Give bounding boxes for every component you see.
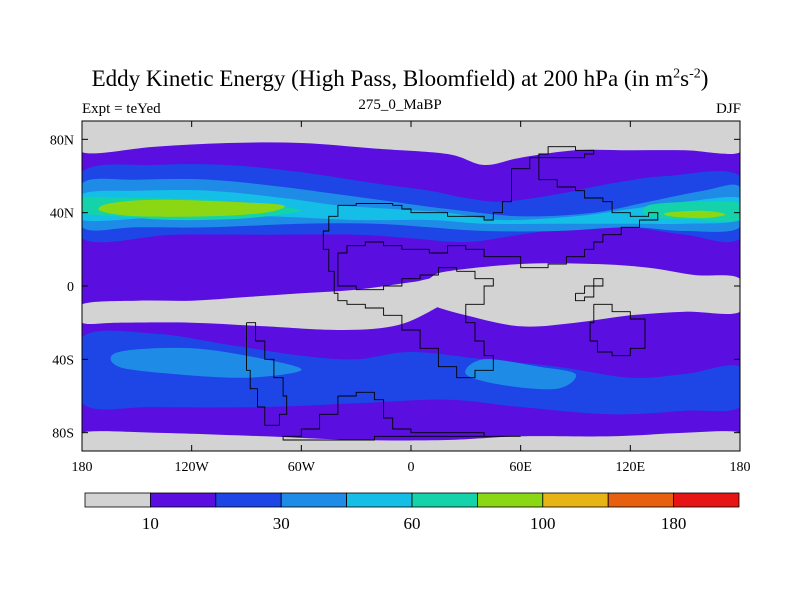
y-tick-label: 80S: [52, 427, 74, 442]
contour-band-nh-storm-core-east: [664, 210, 726, 219]
contour-band-equatorial-gray-west: [82, 277, 448, 330]
colorbar-swatch: [346, 492, 413, 508]
colorbar-swatch: [542, 492, 609, 508]
y-tick-label: 0: [67, 280, 74, 295]
season-label: DJF: [715, 101, 741, 117]
coastline-layer: [246, 146, 659, 441]
contour-band-nh-polar-gray: [82, 121, 740, 166]
chart-title: Eddy Kinetic Energy (High Pass, Bloomfie…: [91, 66, 709, 91]
x-tick-label: 0: [408, 460, 415, 475]
colorbar-swatch: [215, 492, 282, 508]
colorbar-swatch: [84, 492, 151, 508]
colorbar-swatch: [607, 492, 675, 508]
colorbar-swatch: [411, 492, 478, 508]
coastline-1: [575, 278, 604, 302]
colorbar-swatch: [149, 492, 217, 508]
contour-fill-layer: [82, 121, 740, 451]
y-tick-label: 40S: [52, 353, 74, 368]
contour-band-nh-storm-core-west: [98, 199, 285, 217]
coastline-2: [589, 303, 646, 357]
axis-layer: 180 120W 60W 0 60E 120E 180 80N 40N 0 40S 80S: [50, 121, 751, 475]
contour-band-sh-polar-gray: [82, 431, 740, 451]
coastline-0: [322, 146, 659, 379]
colorbar-label: 100: [530, 514, 556, 533]
x-tick-label: 60E: [509, 460, 532, 475]
x-tick-label: 180: [730, 460, 751, 475]
x-tick-label: 120E: [616, 460, 646, 475]
contour-band-sh-storm-50: [110, 347, 302, 378]
colorbar-label: 180: [661, 514, 687, 533]
colorbar-swatch: [476, 492, 544, 508]
colorbar-label: 60: [404, 514, 421, 533]
coastline-3: [246, 322, 288, 426]
x-tick-label: 180: [72, 460, 93, 475]
colorbar-swatch: [280, 492, 348, 508]
colorbar-label: 30: [273, 514, 290, 533]
experiment-label: Expt = teYed: [82, 101, 161, 117]
colorbar-label: 10: [142, 514, 159, 533]
coastline-4: [282, 391, 521, 441]
colorbar: 10 30 60 100 180: [84, 492, 740, 533]
run-label: 275_0_MaBP: [358, 97, 442, 113]
colorbar-swatch: [673, 492, 740, 508]
x-tick-label: 60W: [288, 460, 316, 475]
y-tick-label: 80N: [50, 133, 74, 148]
y-tick-label: 40N: [50, 207, 74, 222]
x-tick-label: 120W: [175, 460, 210, 475]
